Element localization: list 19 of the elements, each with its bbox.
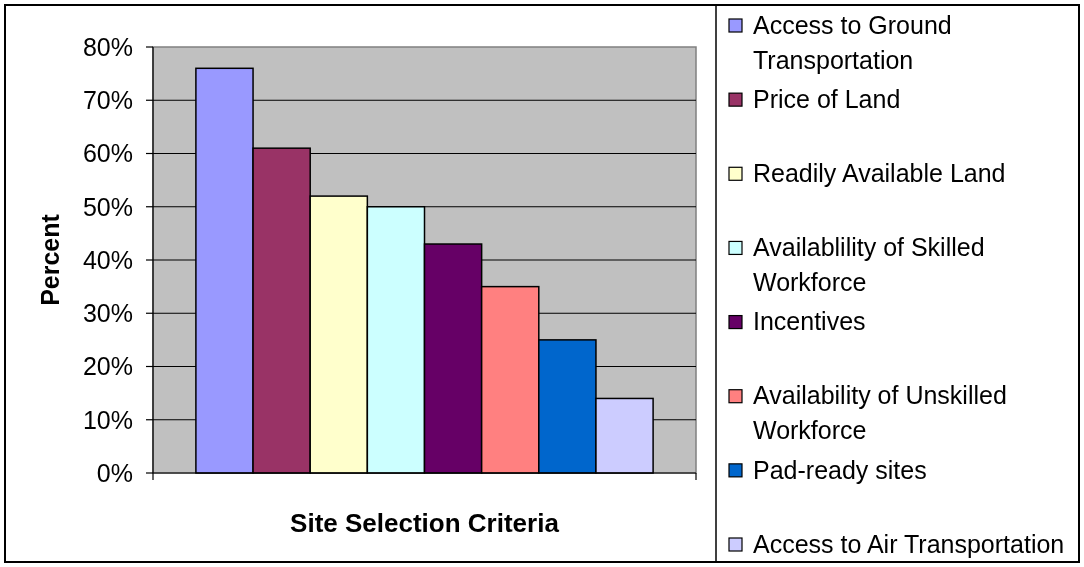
legend-label: Readily Available Land xyxy=(753,159,1006,188)
legend-label: Access to Ground Transportation xyxy=(753,10,952,74)
y-tick-label: 80% xyxy=(82,32,133,61)
legend-label: Pad-ready sites xyxy=(753,455,927,484)
legend-label: Availability of Unskilled Workforce xyxy=(753,381,1007,445)
y-tick-label: 60% xyxy=(82,139,133,168)
y-tick-label: 70% xyxy=(82,86,133,114)
x-axis-title: Site Selection Criteria xyxy=(290,508,560,539)
legend-label: Price of Land xyxy=(753,84,901,113)
y-tick-label: 0% xyxy=(96,458,133,487)
legend-label: Incentives xyxy=(753,307,866,336)
legend-label: Availablility of Skilled Workforce xyxy=(753,233,985,297)
y-tick-label: 50% xyxy=(82,192,133,221)
legend-label: Access to Air Transportation xyxy=(753,529,1065,558)
y-axis-title: Percent xyxy=(35,213,64,306)
y-tick-label: 10% xyxy=(82,405,133,434)
y-tick-label: 30% xyxy=(82,299,133,327)
y-tick-label: 20% xyxy=(82,352,133,381)
y-tick-label: 40% xyxy=(82,245,133,274)
